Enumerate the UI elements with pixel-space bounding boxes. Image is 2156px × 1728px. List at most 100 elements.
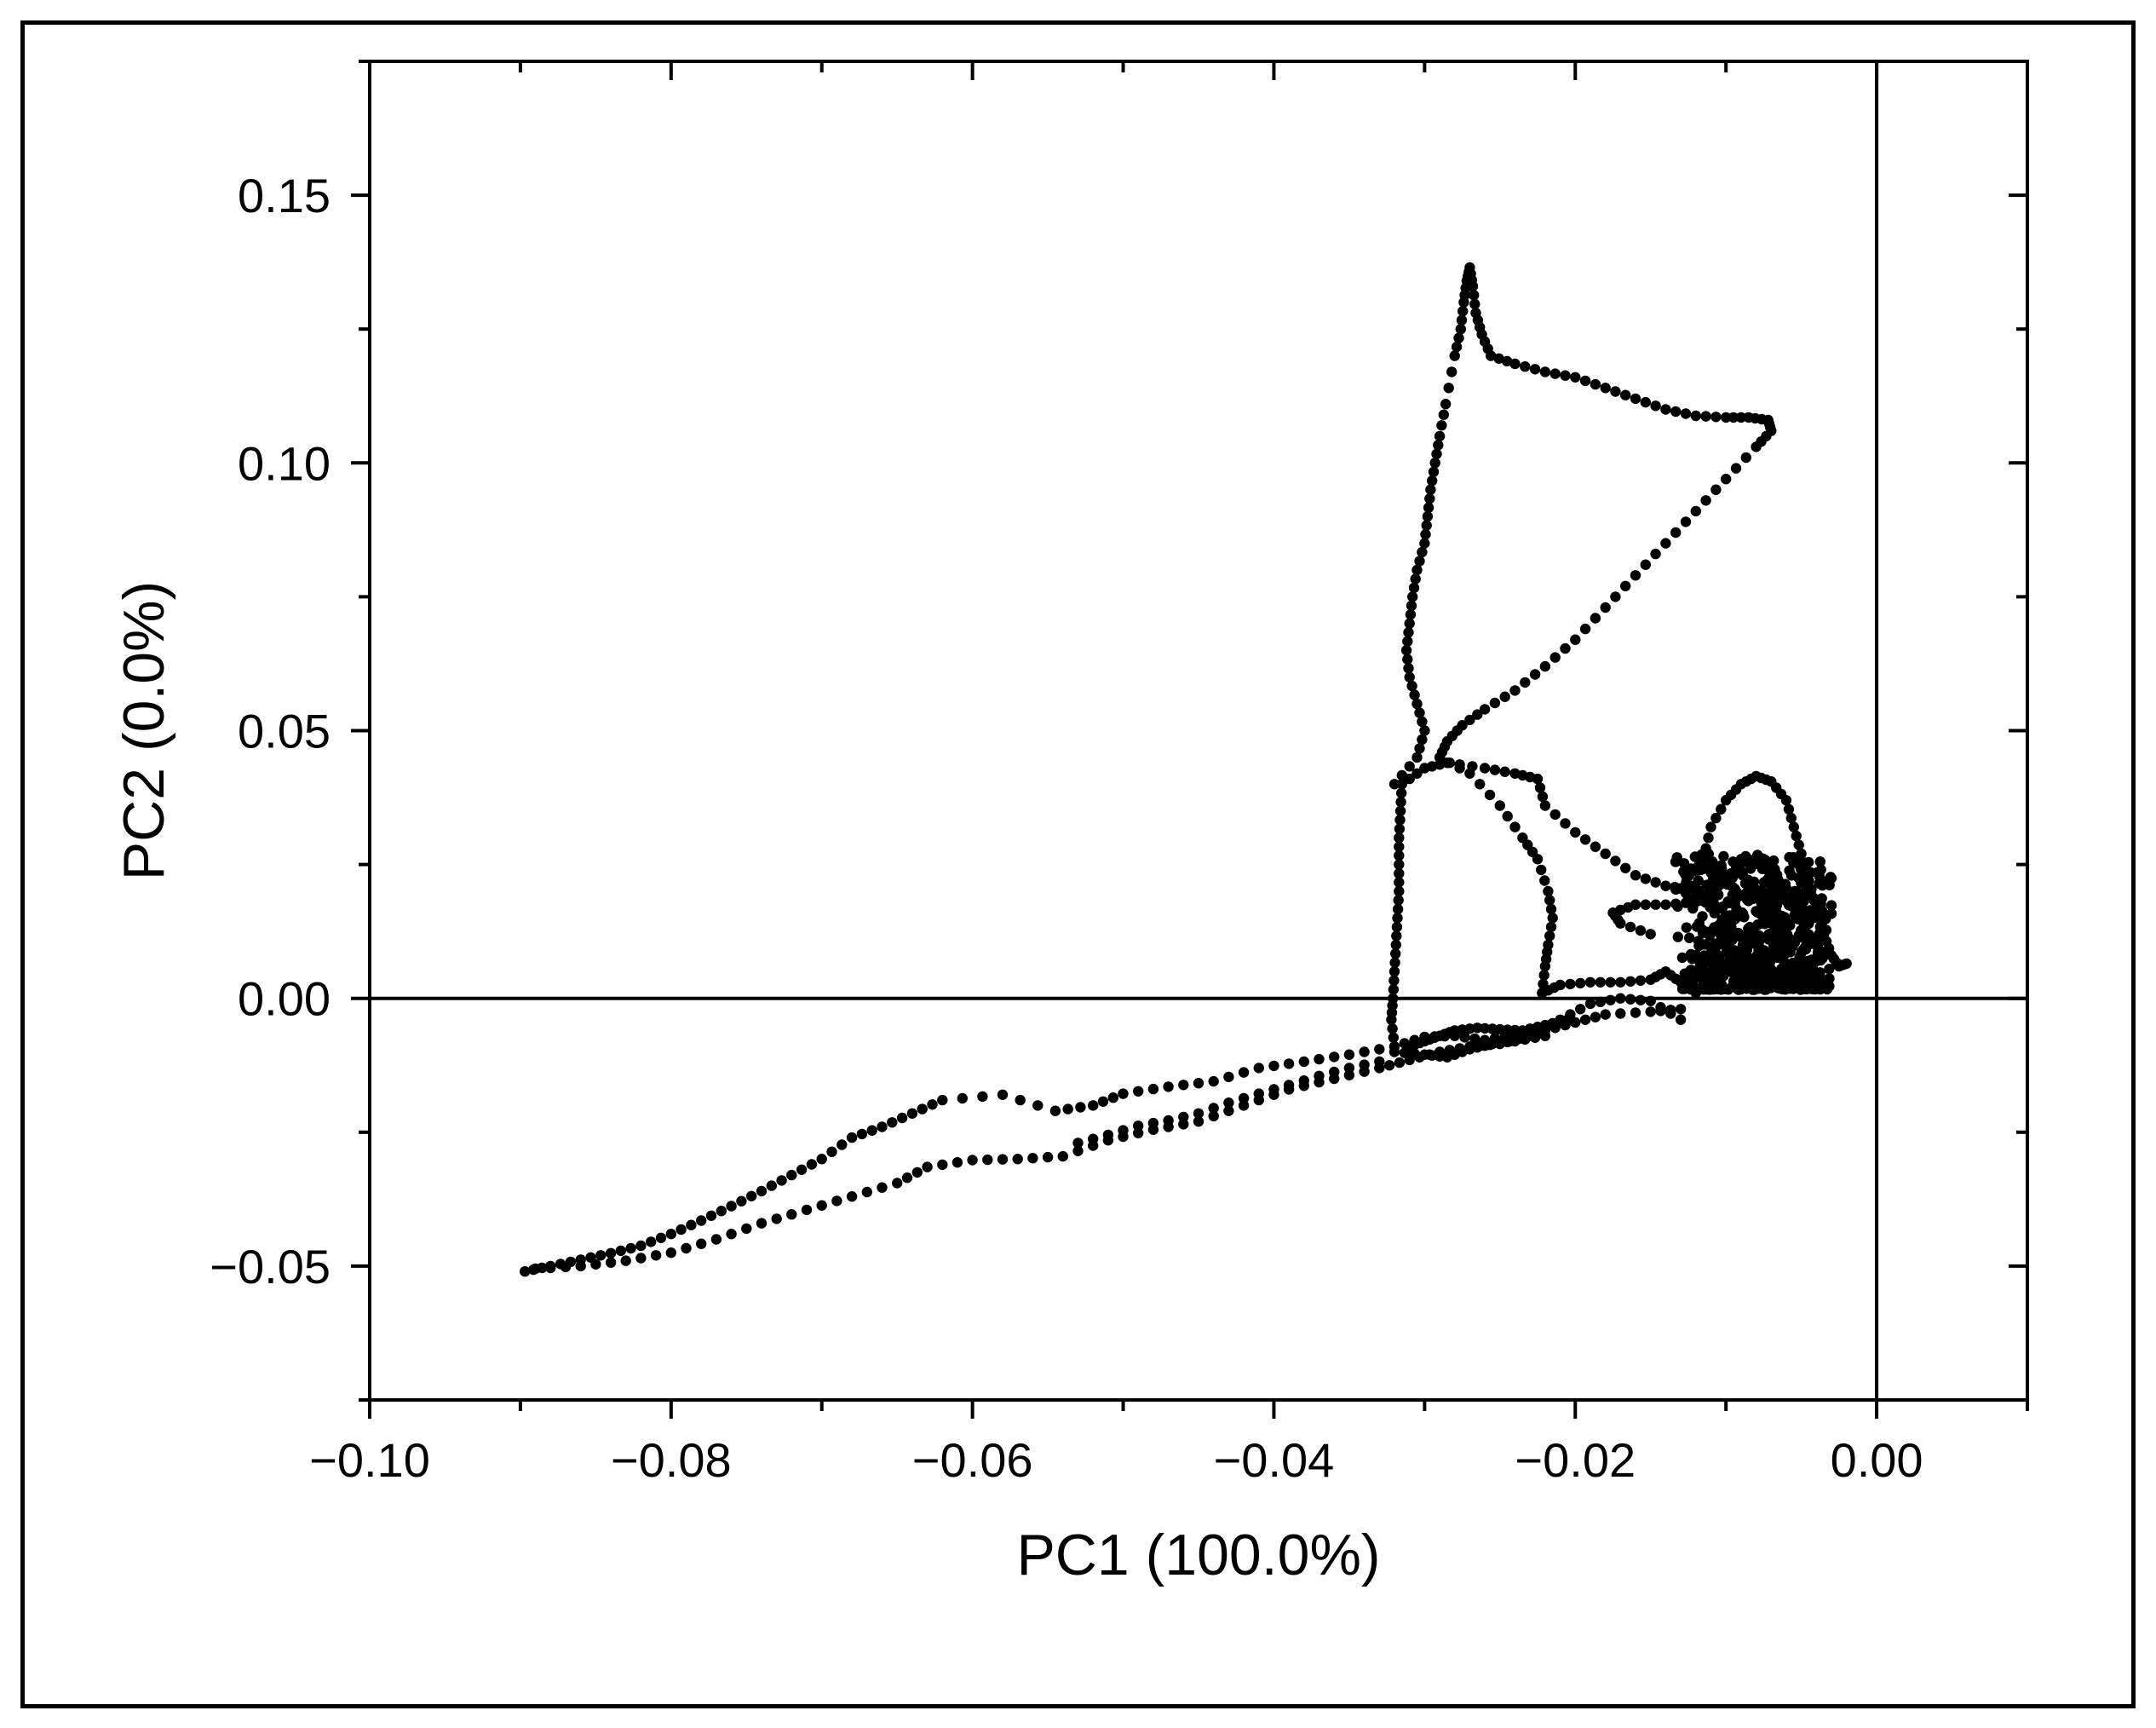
data-point	[1424, 493, 1435, 504]
data-point	[1590, 613, 1601, 624]
data-point	[1406, 680, 1417, 692]
data-point	[590, 1259, 601, 1270]
data-point	[1509, 358, 1521, 370]
data-point	[1394, 841, 1405, 852]
data-point	[957, 1092, 969, 1104]
data-point	[861, 1186, 872, 1198]
data-point	[1427, 475, 1438, 487]
data-point	[1788, 821, 1799, 832]
data-point	[1635, 924, 1647, 936]
data-point	[1388, 1046, 1400, 1057]
data-point	[1404, 618, 1415, 629]
data-point	[1640, 899, 1652, 910]
data-point	[1391, 930, 1402, 942]
data-point	[1645, 929, 1656, 940]
data-point	[1740, 452, 1751, 464]
data-point	[816, 1200, 827, 1211]
data-point	[1681, 922, 1693, 933]
data-point	[1494, 800, 1506, 811]
data-point	[1388, 984, 1400, 995]
tick-labels: −0.10 −0.08 −0.06 −0.04 −0.02 0.00 −0.05 0.00 0.…	[210, 169, 1923, 1487]
data-point	[1394, 850, 1405, 861]
data-point	[1691, 949, 1702, 961]
data-point	[1223, 1071, 1234, 1083]
data-point	[1402, 636, 1413, 647]
data-point	[1420, 528, 1431, 540]
data-point	[756, 1185, 768, 1197]
data-point	[1253, 1088, 1265, 1099]
data-point	[1795, 896, 1807, 907]
data-point	[1779, 984, 1791, 995]
data-point	[1414, 707, 1425, 718]
data-point	[1779, 919, 1791, 930]
data-point	[1539, 366, 1551, 377]
figure-frame	[20, 20, 2136, 1708]
data-point	[1630, 869, 1641, 881]
data-point	[1736, 867, 1748, 878]
data-point	[1486, 350, 1497, 361]
y-tick-label: −0.05	[210, 1240, 331, 1293]
data-point	[1682, 894, 1694, 905]
data-point	[952, 1157, 963, 1168]
data-point	[1075, 1102, 1086, 1113]
data-point	[1387, 1023, 1398, 1034]
data-point	[1570, 827, 1581, 838]
data-point	[1015, 1094, 1026, 1106]
data-point	[1520, 1034, 1531, 1045]
data-point	[1394, 832, 1405, 844]
data-point	[776, 1175, 787, 1186]
data-point	[1762, 899, 1774, 911]
data-point	[1733, 965, 1745, 976]
data-point	[1794, 965, 1805, 977]
data-point	[1403, 627, 1414, 638]
data-point	[1738, 856, 1749, 867]
data-point	[1795, 958, 1806, 970]
data-point	[1721, 943, 1733, 954]
data-point	[1419, 538, 1430, 549]
data-point	[1392, 903, 1404, 915]
data-point	[997, 1089, 1009, 1101]
data-point	[1645, 995, 1656, 1007]
data-point	[1268, 1084, 1279, 1095]
data-point	[1650, 899, 1661, 910]
data-point	[1032, 1100, 1044, 1111]
data-point	[1394, 815, 1406, 826]
data-point	[1544, 895, 1555, 906]
data-point	[1691, 971, 1703, 982]
data-point	[1012, 1154, 1023, 1165]
data-point	[1814, 878, 1825, 890]
data-points	[520, 262, 1852, 1277]
data-point	[906, 1108, 918, 1120]
data-point	[1600, 848, 1611, 860]
data-point	[1532, 773, 1544, 785]
data-point	[1751, 906, 1762, 917]
data-point	[1543, 885, 1554, 897]
data-point	[1570, 634, 1581, 645]
data-point	[1469, 290, 1480, 301]
data-point	[1710, 484, 1722, 495]
data-point	[1690, 410, 1702, 422]
data-point	[746, 1190, 757, 1202]
data-point	[967, 1155, 978, 1166]
data-point	[665, 1247, 676, 1259]
data-point	[806, 1159, 818, 1170]
data-point	[1803, 856, 1814, 868]
data-point	[1630, 570, 1641, 581]
data-point	[846, 1191, 858, 1202]
data-point	[1590, 378, 1601, 390]
data-point	[1709, 978, 1720, 990]
data-point	[1404, 761, 1415, 772]
data-point	[1163, 1081, 1174, 1092]
data-point	[1560, 642, 1571, 654]
data-point	[1396, 779, 1408, 790]
data-point	[1748, 876, 1760, 888]
data-point	[1796, 924, 1807, 936]
data-point	[1314, 1053, 1325, 1065]
data-point	[681, 1242, 692, 1254]
data-point	[1610, 591, 1621, 602]
data-point	[620, 1255, 631, 1266]
data-point	[1595, 996, 1607, 1008]
data-point	[1777, 937, 1788, 949]
y-axis-title: PC2 (0.0%)	[112, 581, 176, 880]
